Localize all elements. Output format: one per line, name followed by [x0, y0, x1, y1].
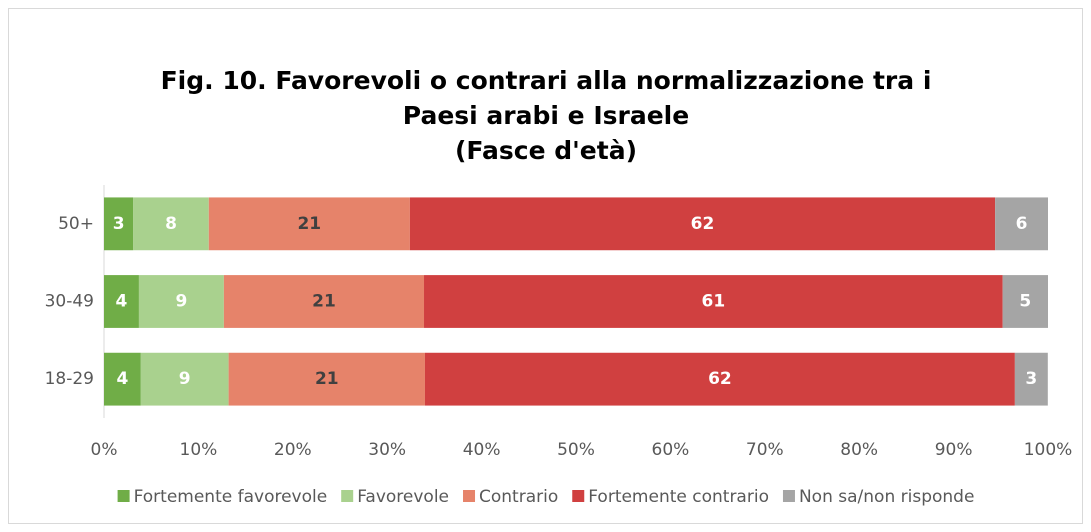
value-label: 5	[1019, 292, 1031, 312]
y-tick-label: 18-29	[45, 369, 94, 389]
y-tick-label: 30-49	[45, 292, 94, 312]
x-tick-label: 10%	[180, 440, 218, 460]
bar-segment	[140, 352, 229, 406]
legend-label: Fortemente contrario	[588, 487, 769, 507]
x-tick-label: 30%	[368, 440, 406, 460]
value-label: 4	[116, 292, 128, 312]
x-tick-label: 70%	[746, 440, 784, 460]
value-label: 61	[702, 292, 726, 312]
x-tick-label: 100%	[1024, 440, 1073, 460]
bar-segment	[424, 352, 1015, 406]
value-label: 3	[1025, 369, 1037, 389]
y-tick-label: 50+	[58, 214, 94, 234]
legend-swatch	[117, 490, 130, 502]
value-label: 6	[1016, 214, 1028, 234]
value-label: 4	[116, 369, 128, 389]
value-label: 9	[179, 369, 191, 389]
bar-segment	[104, 352, 141, 406]
bar-segment	[223, 275, 425, 328]
x-tick-label: 90%	[935, 440, 973, 460]
chart-title: (Fasce d'età)	[455, 136, 637, 165]
bar-segment	[208, 197, 410, 251]
legend-label: Favorevole	[357, 487, 449, 507]
value-label: 21	[297, 214, 321, 234]
legend-swatch	[463, 490, 476, 502]
value-label: 62	[708, 369, 732, 389]
value-label: 21	[312, 292, 336, 312]
legend-swatch	[341, 490, 354, 502]
value-label: 62	[691, 214, 715, 234]
bar-segment	[138, 275, 224, 328]
x-tick-label: 60%	[652, 440, 690, 460]
legend-label: Non sa/non risponde	[799, 487, 974, 507]
value-label: 3	[113, 214, 125, 234]
bar-segment	[1014, 352, 1048, 406]
bar-segment	[104, 275, 139, 328]
value-label: 9	[175, 292, 187, 312]
legend-swatch	[782, 490, 795, 502]
bar-segment	[409, 197, 996, 251]
x-tick-label: 40%	[463, 440, 501, 460]
x-tick-label: 50%	[557, 440, 595, 460]
bar-segment	[995, 197, 1048, 251]
bar-segment	[228, 352, 425, 406]
bar-segment	[1002, 275, 1048, 328]
legend-swatch	[572, 490, 585, 502]
value-label: 21	[315, 369, 339, 389]
legend-label: Contrario	[479, 487, 558, 507]
x-tick-label: 80%	[840, 440, 878, 460]
x-tick-label: 20%	[274, 440, 312, 460]
legend-label: Fortemente favorevole	[134, 487, 328, 507]
chart-title: Paesi arabi e Israele	[403, 101, 689, 130]
x-tick-label: 0%	[91, 440, 118, 460]
chart-frame	[8, 8, 1083, 524]
bar-segment	[133, 197, 209, 251]
bar-segment	[424, 275, 1003, 328]
value-label: 8	[165, 214, 177, 234]
chart-title: Fig. 10. Favorevoli o contrari alla norm…	[161, 66, 932, 95]
bar-segment	[104, 197, 134, 251]
